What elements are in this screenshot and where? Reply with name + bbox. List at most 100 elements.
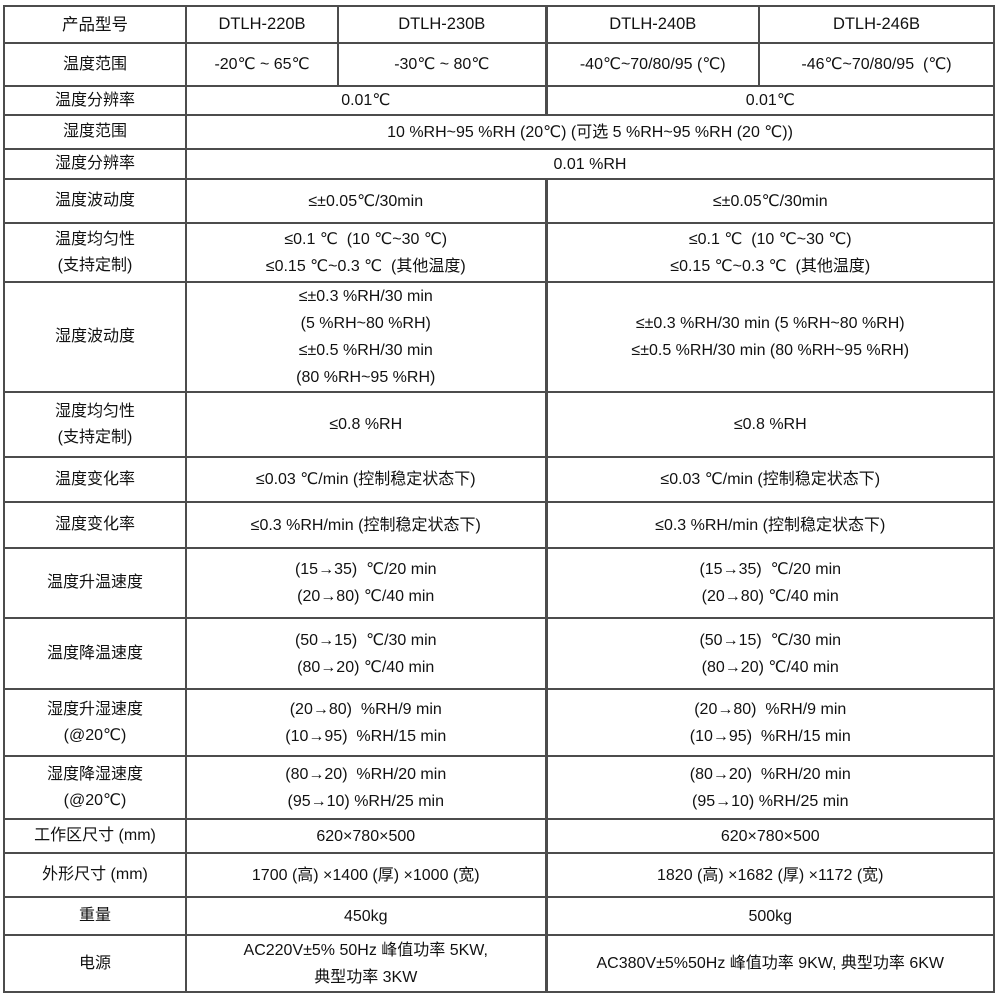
cell-line: 产品型号 <box>62 15 128 34</box>
table-row: 湿度分辨率 0.01 %RH <box>3 148 995 180</box>
row-label-temperature-change-rate: 温度变化率 <box>3 456 187 503</box>
cell-line: (50→15) ℃/30 min <box>699 631 842 649</box>
cell-line: 湿度升湿速度 <box>46 700 143 718</box>
cell-line: ≤0.03 ℃/min (控制稳定状态下) <box>255 471 476 488</box>
table-row: 电源 AC220V±5% 50Hz 峰值功率 5KW, 典型功率 3KW AC3… <box>3 934 995 993</box>
cell-line: 湿度分辨率 <box>54 155 135 172</box>
spec-cell: (15→35) ℃/20 min (20→80) ℃/40 min <box>544 547 995 619</box>
cell-line: 湿度变化率 <box>54 516 135 533</box>
spec-cell: ≤0.03 ℃/min (控制稳定状态下) <box>185 456 547 503</box>
row-label-humidity-uniformity: 湿度均匀性 (支持定制) <box>3 391 187 458</box>
cell-line: ≤±0.5 %RH/30 min (80 %RH~95 %RH) <box>631 342 910 359</box>
table-row: 温度均匀性 (支持定制) ≤0.1 ℃ (10 ℃~30 ℃) ≤0.15 ℃~… <box>3 222 995 283</box>
cell-line: DTLH-240B <box>609 15 697 33</box>
model-cell-dtlh-220b: DTLH-220B <box>185 5 339 44</box>
row-label-humidity-change-rate: 湿度变化率 <box>3 501 187 549</box>
spec-cell: -40℃~70/80/95 (℃) <box>544 42 760 87</box>
cell-line: 湿度降湿速度 <box>46 765 143 783</box>
spec-cell: 0.01 %RH <box>185 148 995 180</box>
cell-line: -40℃~70/80/95 (℃) <box>579 56 726 73</box>
spec-cell: 1700 (高) ×1400 (厚) ×1000 (宽) <box>185 852 547 898</box>
spec-cell: ≤±0.05℃/30min <box>544 178 995 224</box>
cell-line: DTLH-220B <box>218 15 306 33</box>
row-label-humidity-range: 湿度范围 <box>3 114 187 150</box>
spec-cell: 500kg <box>544 896 995 936</box>
table-row: 湿度升湿速度 (@20℃) (20→80) %RH/9 min (10→95) … <box>3 688 995 757</box>
cell-line: ≤0.1 ℃ (10 ℃~30 ℃) <box>284 230 448 248</box>
row-label-overall-size: 外形尺寸 (mm) <box>3 852 187 898</box>
cell-line: ≤0.8 %RH <box>329 416 403 433</box>
spec-cell: AC380V±5%50Hz 峰值功率 9KW, 典型功率 6KW <box>544 934 995 993</box>
cell-line: 1700 (高) ×1400 (厚) ×1000 (宽) <box>251 866 480 884</box>
row-label-cooling-rate: 温度降温速度 <box>3 617 187 690</box>
spec-cell: -46℃~70/80/95 (℃) <box>758 42 995 87</box>
cell-line: 温度均匀性 <box>54 230 135 248</box>
cell-line: ≤±0.05℃/30min <box>712 192 828 210</box>
cell-line: (80→20) ℃/40 min <box>297 658 435 676</box>
cell-line: DTLH-246B <box>832 15 921 33</box>
spec-cell: ≤0.3 %RH/min (控制稳定状态下) <box>544 501 995 549</box>
cell-line: AC220V±5% 50Hz 峰值功率 5KW, <box>243 941 488 959</box>
cell-line: (95→10) %RH/25 min <box>287 792 445 810</box>
table-row: 湿度波动度 ≤±0.3 %RH/30 min (5 %RH~80 %RH) ≤±… <box>3 281 995 393</box>
table-row: 重量 450kg 500kg <box>3 896 995 936</box>
cell-line: 0.01℃ <box>745 92 795 109</box>
cell-line: 500kg <box>748 907 793 925</box>
cell-line: -46℃~70/80/95 (℃) <box>801 56 952 73</box>
row-label-weight: 重量 <box>3 896 187 936</box>
table-row: 产品型号 DTLH-220B DTLH-230B DTLH-240B DTLH-… <box>3 5 995 44</box>
cell-line: ≤0.03 ℃/min (控制稳定状态下) <box>660 471 881 488</box>
table-row: 温度降温速度 (50→15) ℃/30 min (80→20) ℃/40 min… <box>3 617 995 690</box>
cell-line: (20→80) %RH/9 min <box>289 700 442 718</box>
cell-line: 温度变化率 <box>54 470 135 488</box>
cell-line: ≤±0.3 %RH/30 min <box>298 288 433 305</box>
cell-line: (支持定制) <box>57 256 133 274</box>
spec-cell: ≤±0.3 %RH/30 min (5 %RH~80 %RH) ≤±0.5 %R… <box>544 281 995 393</box>
spec-cell: ≤0.3 %RH/min (控制稳定状态下) <box>185 501 547 549</box>
cell-line: 电源 <box>78 954 111 972</box>
cell-line: AC380V±5%50Hz 峰值功率 9KW, 典型功率 6KW <box>596 955 945 972</box>
spec-cell: -30℃ ~ 80℃ <box>337 42 547 87</box>
cell-line: DTLH-230B <box>398 15 486 33</box>
table-row: 温度范围 -20℃ ~ 65℃ -30℃ ~ 80℃ -40℃~70/80/95… <box>3 42 995 87</box>
spec-cell: (20→80) %RH/9 min (10→95) %RH/15 min <box>544 688 995 757</box>
spec-cell: (20→80) %RH/9 min (10→95) %RH/15 min <box>185 688 547 757</box>
row-label-temperature-resolution: 温度分辨率 <box>3 85 187 116</box>
row-label-humidification-rate: 湿度升湿速度 (@20℃) <box>3 688 187 757</box>
cell-line: 10 %RH~95 %RH (20℃) (可选 5 %RH~95 %RH (20… <box>387 123 793 141</box>
model-cell-dtlh-246b: DTLH-246B <box>758 5 995 44</box>
cell-line: (支持定制) <box>57 428 133 446</box>
cell-line: 温度升温速度 <box>46 574 143 591</box>
cell-line: ≤0.15 ℃~0.3 ℃ (其他温度) <box>670 257 871 275</box>
cell-line: ≤±0.3 %RH/30 min (5 %RH~80 %RH) <box>635 315 905 332</box>
table-row: 温度变化率 ≤0.03 ℃/min (控制稳定状态下) ≤0.03 ℃/min … <box>3 456 995 503</box>
spec-table: 产品型号 DTLH-220B DTLH-230B DTLH-240B DTLH-… <box>3 5 995 993</box>
cell-line: 1820 (高) ×1682 (厚) ×1172 (宽) <box>657 866 884 884</box>
spec-cell: (50→15) ℃/30 min (80→20) ℃/40 min <box>544 617 995 690</box>
spec-cell: ≤0.1 ℃ (10 ℃~30 ℃) ≤0.15 ℃~0.3 ℃ (其他温度) <box>544 222 995 283</box>
cell-line: (@20℃) <box>63 726 127 744</box>
spec-cell: (80→20) %RH/20 min (95→10) %RH/25 min <box>544 755 995 820</box>
row-label-dehumidification-rate: 湿度降湿速度 (@20℃) <box>3 755 187 820</box>
row-label-temperature-range: 温度范围 <box>3 42 187 87</box>
cell-line: 湿度范围 <box>62 123 127 140</box>
model-cell-dtlh-230b: DTLH-230B <box>337 5 547 44</box>
spec-cell: ≤0.8 %RH <box>185 391 547 458</box>
cell-line: ≤0.15 ℃~0.3 ℃ (其他温度) <box>265 257 466 275</box>
cell-line: (80 %RH~95 %RH) <box>296 369 436 386</box>
table-row: 温度分辨率 0.01℃ 0.01℃ <box>3 85 995 116</box>
spec-cell: 620×780×500 <box>544 818 995 854</box>
cell-line: 典型功率 3KW <box>314 968 418 986</box>
spec-cell: 620×780×500 <box>185 818 547 854</box>
cell-line: 重量 <box>78 907 111 924</box>
cell-line: 湿度均匀性 <box>54 402 135 420</box>
spec-cell: 1820 (高) ×1682 (厚) ×1172 (宽) <box>544 852 995 898</box>
cell-line: ≤±0.05℃/30min <box>308 192 424 210</box>
cell-line: (80→20) %RH/20 min <box>285 765 447 783</box>
cell-line: (5 %RH~80 %RH) <box>300 315 431 332</box>
spec-cell: ≤0.1 ℃ (10 ℃~30 ℃) ≤0.15 ℃~0.3 ℃ (其他温度) <box>185 222 547 283</box>
spec-cell: (50→15) ℃/30 min (80→20) ℃/40 min <box>185 617 547 690</box>
row-label-humidity-resolution: 湿度分辨率 <box>3 148 187 180</box>
row-label-humidity-fluctuation: 湿度波动度 <box>3 281 187 393</box>
row-label-temperature-fluctuation: 温度波动度 <box>3 178 187 224</box>
